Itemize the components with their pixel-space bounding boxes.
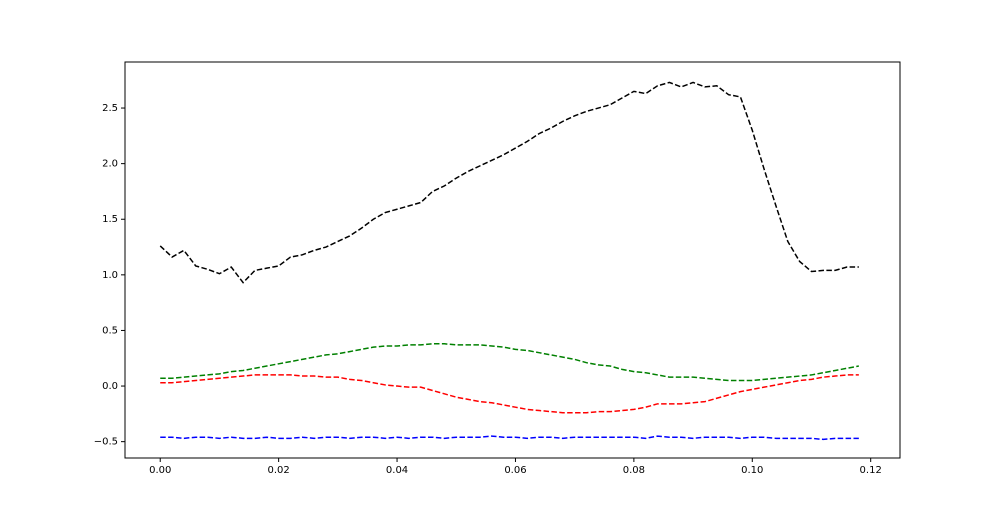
x-tick-label: 0.04	[386, 465, 408, 476]
y-tick-label: 0.5	[102, 325, 118, 336]
y-tick-label: −0.5	[94, 437, 118, 448]
x-tick-label: 0.08	[623, 465, 645, 476]
y-tick-label: 0.0	[102, 381, 118, 392]
line-series	[160, 343, 859, 382]
y-tick-label: 2.5	[102, 103, 118, 114]
line-series	[159, 81, 859, 284]
y-tick-label: 2.0	[102, 159, 118, 170]
y-tick-label: 1.5	[102, 214, 118, 225]
line-series	[160, 435, 859, 441]
x-tick-label: 0.12	[860, 465, 882, 476]
y-tick-label: 1.0	[102, 270, 118, 281]
line-series	[160, 374, 859, 414]
x-tick-label: 0.10	[741, 465, 763, 476]
plot-frame	[124, 61, 901, 459]
x-tick-label: 0.02	[268, 465, 290, 476]
x-tick-label: 0.00	[149, 465, 171, 476]
x-tick-label: 0.06	[504, 465, 526, 476]
